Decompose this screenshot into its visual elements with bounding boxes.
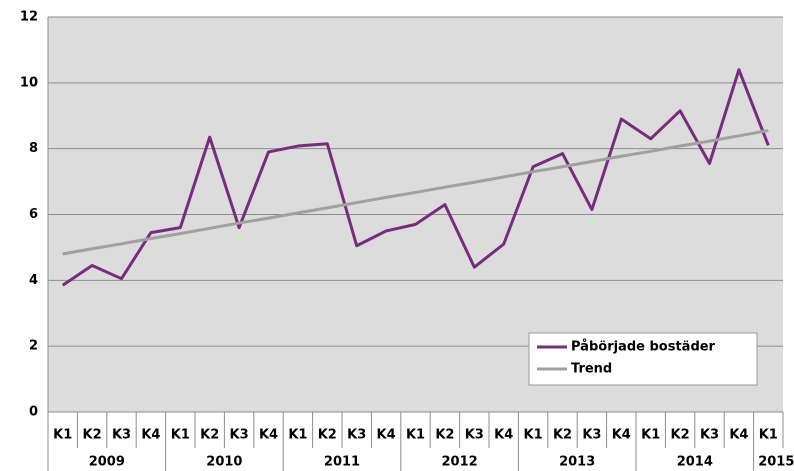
x-group-label: 2012 (442, 455, 478, 470)
x-tick-label: K3 (465, 428, 484, 443)
series-line (61, 68, 770, 287)
series-line (62, 129, 769, 256)
x-tick-label: K3 (230, 428, 249, 443)
x-tick-label: K4 (494, 428, 513, 443)
x-tick-label: K1 (171, 428, 190, 443)
x-tick-label: K1 (53, 428, 72, 443)
x-group-label: 2010 (206, 455, 242, 470)
x-tick-label: K1 (288, 428, 307, 443)
y-tick-label: 10 (20, 75, 38, 90)
y-tick-label: 2 (29, 339, 38, 354)
x-tick-label: K1 (641, 428, 660, 443)
y-tick-label: 12 (20, 10, 38, 25)
legend-box (528, 332, 758, 386)
y-tick-label: 8 (29, 141, 38, 156)
x-tick-label: K4 (259, 428, 278, 443)
y-tick-label: 4 (29, 273, 38, 288)
x-tick-label: K3 (700, 428, 719, 443)
x-tick-label: K2 (83, 428, 102, 443)
x-tick-label: K1 (406, 428, 425, 443)
x-tick-label: K1 (759, 428, 778, 443)
x-tick-label: K3 (112, 428, 131, 443)
x-tick-label: K1 (524, 428, 543, 443)
x-tick-label: K2 (671, 428, 690, 443)
legend-label: Påbörjade bostäder (571, 340, 716, 355)
x-tick-label: K4 (612, 428, 631, 443)
legend-label: Trend (571, 362, 612, 377)
x-tick-label: K2 (435, 428, 454, 443)
x-group-label: 2013 (559, 455, 595, 470)
x-tick-label: K2 (318, 428, 337, 443)
x-tick-label: K2 (553, 428, 572, 443)
y-tick-label: 0 (29, 405, 38, 420)
x-tick-label: K4 (377, 428, 396, 443)
x-tick-label: K3 (347, 428, 366, 443)
x-group-label: 2011 (324, 455, 360, 470)
x-group-label: 2009 (89, 455, 125, 470)
x-group-label: 2014 (677, 455, 713, 470)
y-tick-label: 6 (29, 207, 38, 222)
x-tick-label: K4 (729, 428, 748, 443)
x-tick-label: K3 (582, 428, 601, 443)
x-tick-label: K4 (141, 428, 160, 443)
x-group-label: 2015 (758, 455, 794, 470)
x-tick-label: K2 (200, 428, 219, 443)
